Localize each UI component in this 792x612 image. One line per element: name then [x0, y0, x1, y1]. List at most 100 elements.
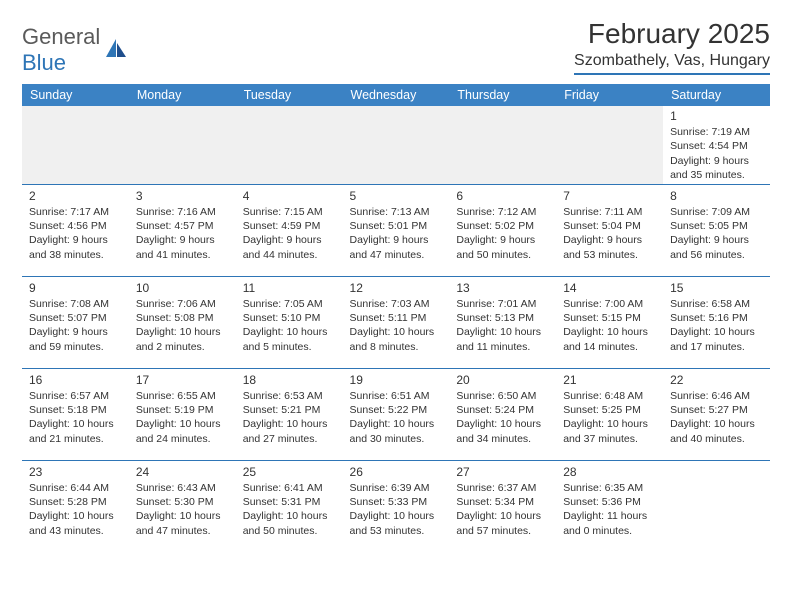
day-number: 2: [29, 188, 122, 204]
daylight-line: Daylight: 10 hours and 11 minutes.: [456, 325, 549, 353]
sunrise-line: Sunrise: 7:13 AM: [350, 205, 443, 219]
calendar-day-cell: 1Sunrise: 7:19 AMSunset: 4:54 PMDaylight…: [663, 106, 770, 184]
logo-text-blue: Blue: [22, 50, 66, 75]
sunrise-line: Sunrise: 7:01 AM: [456, 297, 549, 311]
daylight-line: Daylight: 10 hours and 5 minutes.: [243, 325, 336, 353]
daylight-line: Daylight: 9 hours and 44 minutes.: [243, 233, 336, 261]
logo: General Blue: [22, 18, 128, 76]
calendar-day-cell: 25Sunrise: 6:41 AMSunset: 5:31 PMDayligh…: [236, 460, 343, 552]
sunset-line: Sunset: 5:19 PM: [136, 403, 229, 417]
sunrise-line: Sunrise: 6:44 AM: [29, 481, 122, 495]
daylight-line: Daylight: 9 hours and 50 minutes.: [456, 233, 549, 261]
calendar-day-cell: 24Sunrise: 6:43 AMSunset: 5:30 PMDayligh…: [129, 460, 236, 552]
calendar-day-cell: 11Sunrise: 7:05 AMSunset: 5:10 PMDayligh…: [236, 276, 343, 368]
daylight-line: Daylight: 10 hours and 57 minutes.: [456, 509, 549, 537]
sunrise-line: Sunrise: 7:15 AM: [243, 205, 336, 219]
daylight-line: Daylight: 10 hours and 14 minutes.: [563, 325, 656, 353]
daylight-line: Daylight: 10 hours and 8 minutes.: [350, 325, 443, 353]
day-number: 17: [136, 372, 229, 388]
day-number: 6: [456, 188, 549, 204]
day-number: 4: [243, 188, 336, 204]
calendar-day-cell: [449, 106, 556, 184]
daylight-line: Daylight: 10 hours and 43 minutes.: [29, 509, 122, 537]
sunrise-line: Sunrise: 7:03 AM: [350, 297, 443, 311]
day-number: 7: [563, 188, 656, 204]
daylight-line: Daylight: 10 hours and 24 minutes.: [136, 417, 229, 445]
daylight-line: Daylight: 10 hours and 37 minutes.: [563, 417, 656, 445]
sunrise-line: Sunrise: 6:35 AM: [563, 481, 656, 495]
sunset-line: Sunset: 5:21 PM: [243, 403, 336, 417]
day-number: 15: [670, 280, 763, 296]
sail-icon: [104, 37, 128, 64]
sunset-line: Sunset: 5:34 PM: [456, 495, 549, 509]
daylight-line: Daylight: 10 hours and 27 minutes.: [243, 417, 336, 445]
calendar-table: SundayMondayTuesdayWednesdayThursdayFrid…: [22, 84, 770, 552]
calendar-day-cell: 3Sunrise: 7:16 AMSunset: 4:57 PMDaylight…: [129, 184, 236, 276]
sunrise-line: Sunrise: 6:37 AM: [456, 481, 549, 495]
header: General Blue February 2025 Szombathely, …: [22, 18, 770, 76]
daylight-line: Daylight: 10 hours and 21 minutes.: [29, 417, 122, 445]
day-number: 1: [670, 108, 763, 124]
calendar-week-row: 16Sunrise: 6:57 AMSunset: 5:18 PMDayligh…: [22, 368, 770, 460]
day-number: 10: [136, 280, 229, 296]
calendar-day-cell: [236, 106, 343, 184]
calendar-day-cell: 15Sunrise: 6:58 AMSunset: 5:16 PMDayligh…: [663, 276, 770, 368]
sunrise-line: Sunrise: 7:00 AM: [563, 297, 656, 311]
calendar-day-cell: 2Sunrise: 7:17 AMSunset: 4:56 PMDaylight…: [22, 184, 129, 276]
day-number: 11: [243, 280, 336, 296]
location: Szombathely, Vas, Hungary: [574, 52, 770, 75]
weekday-header: Wednesday: [343, 84, 450, 106]
sunrise-line: Sunrise: 6:46 AM: [670, 389, 763, 403]
calendar-day-cell: [129, 106, 236, 184]
calendar-day-cell: [343, 106, 450, 184]
sunrise-line: Sunrise: 7:11 AM: [563, 205, 656, 219]
sunrise-line: Sunrise: 7:05 AM: [243, 297, 336, 311]
day-number: 21: [563, 372, 656, 388]
calendar-day-cell: 20Sunrise: 6:50 AMSunset: 5:24 PMDayligh…: [449, 368, 556, 460]
calendar-day-cell: 4Sunrise: 7:15 AMSunset: 4:59 PMDaylight…: [236, 184, 343, 276]
calendar-day-cell: 23Sunrise: 6:44 AMSunset: 5:28 PMDayligh…: [22, 460, 129, 552]
sunset-line: Sunset: 5:33 PM: [350, 495, 443, 509]
day-number: 8: [670, 188, 763, 204]
daylight-line: Daylight: 9 hours and 47 minutes.: [350, 233, 443, 261]
sunrise-line: Sunrise: 6:43 AM: [136, 481, 229, 495]
sunrise-line: Sunrise: 7:08 AM: [29, 297, 122, 311]
day-number: 22: [670, 372, 763, 388]
day-number: 20: [456, 372, 549, 388]
sunrise-line: Sunrise: 6:57 AM: [29, 389, 122, 403]
weekday-header: Thursday: [449, 84, 556, 106]
daylight-line: Daylight: 9 hours and 53 minutes.: [563, 233, 656, 261]
sunset-line: Sunset: 5:25 PM: [563, 403, 656, 417]
sunset-line: Sunset: 5:01 PM: [350, 219, 443, 233]
sunrise-line: Sunrise: 7:16 AM: [136, 205, 229, 219]
sunset-line: Sunset: 4:57 PM: [136, 219, 229, 233]
sunrise-line: Sunrise: 7:06 AM: [136, 297, 229, 311]
calendar-day-cell: [663, 460, 770, 552]
calendar-week-row: 1Sunrise: 7:19 AMSunset: 4:54 PMDaylight…: [22, 106, 770, 184]
day-number: 28: [563, 464, 656, 480]
calendar-day-cell: 5Sunrise: 7:13 AMSunset: 5:01 PMDaylight…: [343, 184, 450, 276]
calendar-day-cell: 18Sunrise: 6:53 AMSunset: 5:21 PMDayligh…: [236, 368, 343, 460]
daylight-line: Daylight: 9 hours and 56 minutes.: [670, 233, 763, 261]
sunrise-line: Sunrise: 6:53 AM: [243, 389, 336, 403]
sunset-line: Sunset: 5:16 PM: [670, 311, 763, 325]
sunset-line: Sunset: 5:11 PM: [350, 311, 443, 325]
calendar-day-cell: 22Sunrise: 6:46 AMSunset: 5:27 PMDayligh…: [663, 368, 770, 460]
sunset-line: Sunset: 4:56 PM: [29, 219, 122, 233]
weekday-header-row: SundayMondayTuesdayWednesdayThursdayFrid…: [22, 84, 770, 106]
calendar-week-row: 2Sunrise: 7:17 AMSunset: 4:56 PMDaylight…: [22, 184, 770, 276]
sunset-line: Sunset: 5:28 PM: [29, 495, 122, 509]
sunset-line: Sunset: 5:36 PM: [563, 495, 656, 509]
sunset-line: Sunset: 5:07 PM: [29, 311, 122, 325]
weekday-header: Friday: [556, 84, 663, 106]
daylight-line: Daylight: 11 hours and 0 minutes.: [563, 509, 656, 537]
day-number: 3: [136, 188, 229, 204]
daylight-line: Daylight: 9 hours and 38 minutes.: [29, 233, 122, 261]
calendar-day-cell: 17Sunrise: 6:55 AMSunset: 5:19 PMDayligh…: [129, 368, 236, 460]
calendar-day-cell: 6Sunrise: 7:12 AMSunset: 5:02 PMDaylight…: [449, 184, 556, 276]
calendar-day-cell: [22, 106, 129, 184]
sunrise-line: Sunrise: 6:48 AM: [563, 389, 656, 403]
sunset-line: Sunset: 4:54 PM: [670, 139, 763, 153]
sunset-line: Sunset: 5:13 PM: [456, 311, 549, 325]
calendar-day-cell: 14Sunrise: 7:00 AMSunset: 5:15 PMDayligh…: [556, 276, 663, 368]
